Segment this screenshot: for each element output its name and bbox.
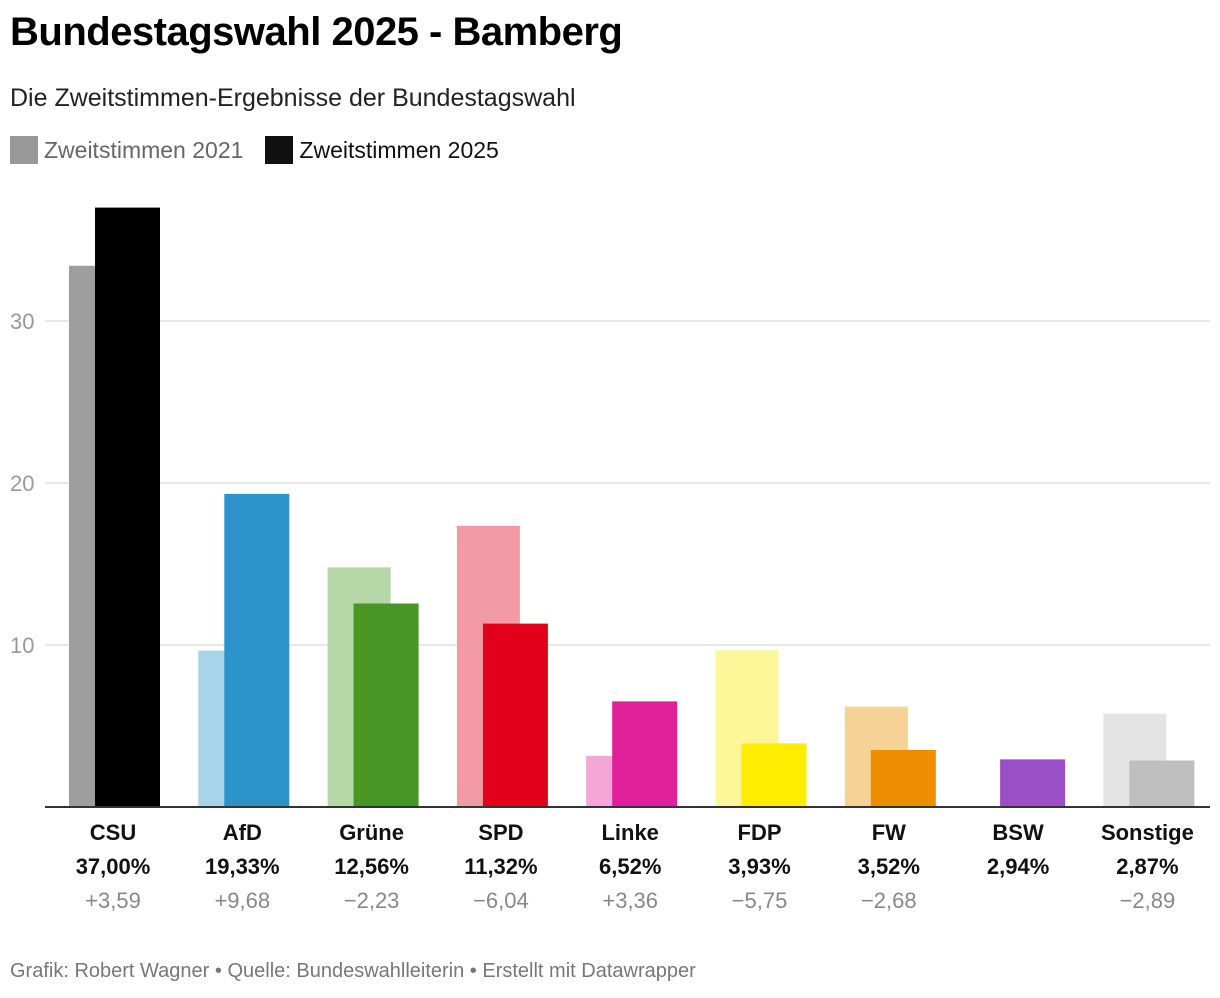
category-label-afd: AfD: [223, 820, 262, 845]
bar-2025-spd: [482, 623, 548, 807]
chart-footer: Grafik: Robert Wagner • Quelle: Bundeswa…: [10, 960, 696, 982]
change-label-fw: −2,68: [861, 888, 917, 913]
category-label-sonstige: Sonstige: [1101, 820, 1194, 845]
value-label-spd: 11,32%: [464, 854, 537, 879]
value-label-fw: 3,52%: [858, 854, 920, 879]
value-label-sonstige: 2,87%: [1116, 854, 1178, 879]
change-label-fdp: −5,75: [732, 888, 788, 913]
bar-2025-fw: [870, 749, 936, 807]
change-label-csu: +3,59: [85, 888, 141, 913]
bar-2025-afd: [224, 493, 290, 807]
change-label-grüne: −2,23: [344, 888, 400, 913]
bar-2025-sonstige: [1129, 760, 1195, 807]
value-label-afd: 19,33%: [205, 854, 280, 879]
chart-subtitle: Die Zweitstimmen-Ergebnisse der Bundesta…: [10, 84, 576, 112]
bar-2025-csu: [95, 207, 160, 808]
legend: Zweitstimmen 2021 Zweitstimmen 2025: [10, 136, 521, 164]
value-label-csu: 37,00%: [76, 854, 151, 879]
bar-2025-bsw: [1000, 759, 1066, 807]
category-label-grüne: Grüne: [339, 820, 404, 845]
legend-swatch-2021: [10, 136, 38, 164]
bar-2025-grüne: [353, 603, 419, 807]
legend-item-2025: Zweitstimmen 2025: [265, 136, 499, 164]
value-label-grüne: 12,56%: [334, 854, 409, 879]
change-label-spd: −6,04: [473, 888, 529, 913]
legend-label-2021: Zweitstimmen 2021: [44, 136, 244, 163]
category-label-csu: CSU: [90, 820, 136, 845]
legend-swatch-2025: [265, 136, 294, 164]
legend-label-2025: Zweitstimmen 2025: [299, 136, 499, 163]
change-label-sonstige: −2,89: [1120, 888, 1176, 913]
change-label-linke: +3,36: [602, 888, 658, 913]
category-label-spd: SPD: [478, 820, 523, 845]
value-label-bsw: 2,94%: [987, 854, 1049, 879]
y-tick-label-30: 30: [10, 309, 34, 334]
bar-2025-linke: [612, 701, 678, 807]
y-tick-label-10: 10: [10, 633, 34, 658]
y-tick-label-20: 20: [10, 471, 34, 496]
legend-item-2021: Zweitstimmen 2021: [10, 136, 243, 164]
chart-title: Bundestagswahl 2025 - Bamberg: [10, 10, 623, 54]
bar-2025-fdp: [741, 743, 807, 807]
category-label-linke: Linke: [601, 820, 658, 845]
value-label-linke: 6,52%: [599, 854, 661, 879]
category-label-bsw: BSW: [992, 820, 1044, 845]
value-label-fdp: 3,93%: [728, 854, 790, 879]
category-label-fw: FW: [872, 820, 906, 845]
change-label-afd: +9,68: [214, 888, 270, 913]
category-label-fdp: FDP: [738, 820, 782, 845]
